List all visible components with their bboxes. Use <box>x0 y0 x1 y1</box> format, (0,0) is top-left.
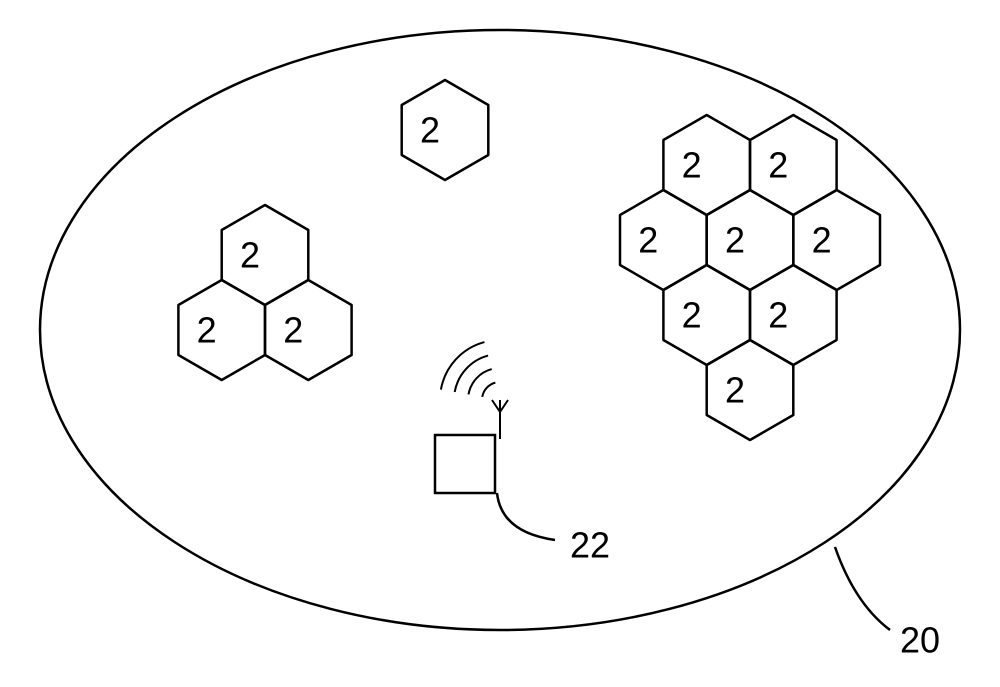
hex-label: 2 <box>768 145 788 186</box>
hex-label: 2 <box>197 310 217 351</box>
hex-label: 2 <box>768 295 788 336</box>
hex-label: 2 <box>812 220 832 261</box>
hex-label: 2 <box>638 220 658 261</box>
reference-label: 22 <box>570 525 610 566</box>
hex-label: 2 <box>725 370 745 411</box>
hex-label: 2 <box>240 235 260 276</box>
hex-label: 2 <box>725 220 745 261</box>
hex-label: 2 <box>283 310 303 351</box>
hex-label: 2 <box>682 145 702 186</box>
reference-label: 20 <box>900 620 940 661</box>
hex-label: 2 <box>682 295 702 336</box>
hex-label: 2 <box>420 110 440 151</box>
